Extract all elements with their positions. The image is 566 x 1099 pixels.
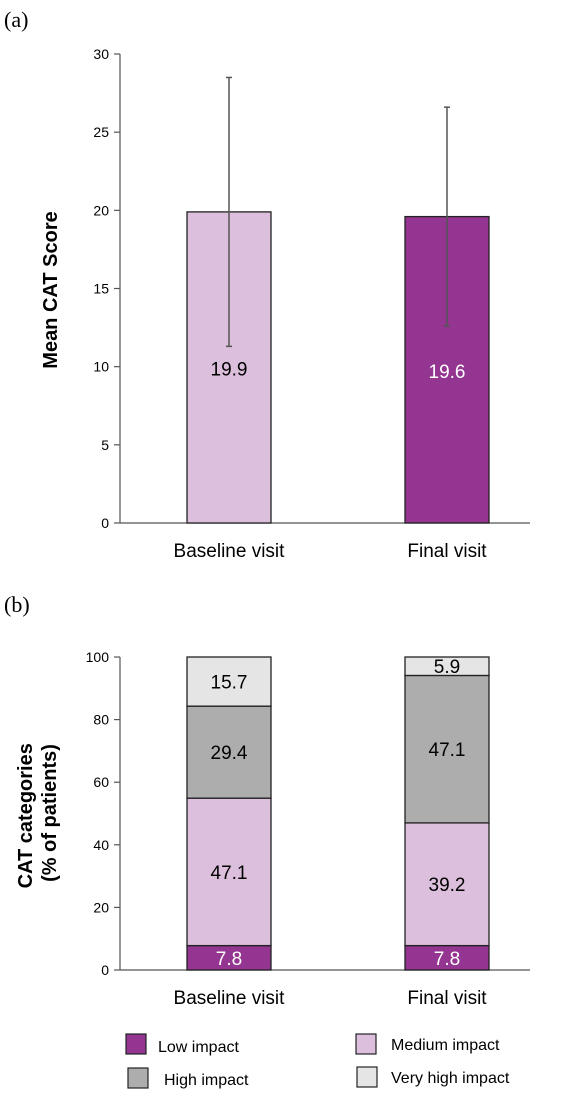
panel-b: (b) CAT categories (% of patients) 0 20 40… [4, 592, 530, 1089]
panel-b-segment-high-impact-final-visit [404, 674, 490, 824]
panel-a-y-tick-label: 5 [101, 437, 109, 453]
panel-b-legend-swatch-very-high-impact [356, 1066, 378, 1088]
panel-b-segment-very-high-impact-final-visit [404, 656, 490, 677]
panel-a-y-tick-label: 10 [93, 359, 109, 375]
panel-a-x-tick-label-baseline-visit: Baseline visit [174, 541, 286, 562]
panel-b-y-tick-label: 80 [93, 712, 109, 728]
panel-b-y-tick-label: 0 [101, 962, 109, 978]
panel-b-y-tick-label: 60 [93, 774, 109, 790]
panel-b-y-tick-label: 20 [93, 899, 109, 915]
panel-b-data-label-very-high-impact-final-visit: 5.9 [434, 657, 460, 678]
panel-a-y-tick-label: 25 [93, 124, 109, 140]
panel-b-segment-medium-impact-baseline-visit [186, 797, 272, 947]
panel-b-legend-swatch-high-impact [127, 1067, 149, 1089]
panel-b-y-axis-label-line-2: (% of patients) [39, 744, 61, 882]
panel-b-legend-swatch-low-impact [125, 1033, 147, 1055]
panel-b-data-label-low-impact-baseline-visit: 7.8 [216, 949, 242, 970]
panel-b-axes: 0 20 40 60 80 100 Baseline visit Final visit [86, 649, 530, 1009]
panel-a-y-tick-label: 30 [93, 46, 109, 62]
panel-b-legend-label-low-impact: Low impact [158, 1039, 239, 1056]
panel-b-data-label-very-high-impact-baseline-visit: 15.7 [211, 673, 248, 694]
panel-a-y-tick-label: 0 [101, 515, 109, 531]
panel-b-data-label-medium-impact-baseline-visit: 47.1 [211, 863, 248, 884]
panel-a: (a) Mean CAT Score 0 5 10 15 20 25 30 Baseline … [4, 7, 530, 562]
panel-a-data-labels: 19.9 19.6 [211, 359, 466, 382]
panel-b-legend-swatch-medium-impact [355, 1033, 377, 1055]
panel-a-label: (a) [4, 7, 28, 32]
panel-b-segment-very-high-impact-baseline-visit [186, 656, 272, 707]
panel-a-data-label-final-visit: 19.6 [429, 362, 466, 383]
panel-b-segment-low-impact-final-visit [404, 944, 490, 971]
panel-a-error-bars [226, 76, 450, 348]
panel-a-y-tick-label: 15 [93, 281, 109, 297]
panel-b-legend: Low impact Medium impact High impact Very h… [125, 1033, 510, 1089]
panel-b-legend-label-very-high-impact: Very high impact [391, 1070, 510, 1087]
panel-b-data-label-high-impact-final-visit: 47.1 [429, 740, 466, 761]
panel-a-x-tick-label-final-visit: Final visit [407, 541, 487, 562]
panel-b-y-axis-label-line-1: CAT categories [15, 743, 37, 888]
panel-b-data-label-high-impact-baseline-visit: 29.4 [211, 743, 248, 764]
panel-b-x-tick-label-final-visit: Final visit [407, 988, 487, 1009]
panel-b-y-tick-label: 40 [93, 837, 109, 853]
panel-b-data-label-medium-impact-final-visit: 39.2 [429, 875, 466, 896]
panel-b-segment-medium-impact-final-visit [404, 822, 490, 947]
panel-a-y-axis-label: Mean CAT Score [40, 211, 62, 368]
panel-a-data-label-baseline-visit: 19.9 [211, 359, 248, 380]
panel-b-stacked-bars: 7.8 47.1 29.4 15.7 7.8 39.2 47.1 5.9 [186, 656, 490, 971]
panel-b-x-tick-label-baseline-visit: Baseline visit [174, 988, 286, 1009]
panel-b-legend-label-medium-impact: Medium impact [391, 1037, 500, 1054]
panel-a-axes: 0 5 10 15 20 25 30 Baseline visit Final visit [93, 46, 530, 562]
panel-b-y-axis-label: CAT categories (% of patients) [15, 738, 61, 889]
panel-b-data-label-low-impact-final-visit: 7.8 [434, 949, 460, 970]
panel-b-label: (b) [4, 592, 30, 617]
panel-b-legend-label-high-impact: High impact [164, 1072, 249, 1089]
panel-a-y-tick-label: 20 [93, 202, 109, 218]
panel-b-segment-high-impact-baseline-visit [186, 705, 272, 799]
panel-b-y-tick-label: 100 [86, 649, 110, 665]
